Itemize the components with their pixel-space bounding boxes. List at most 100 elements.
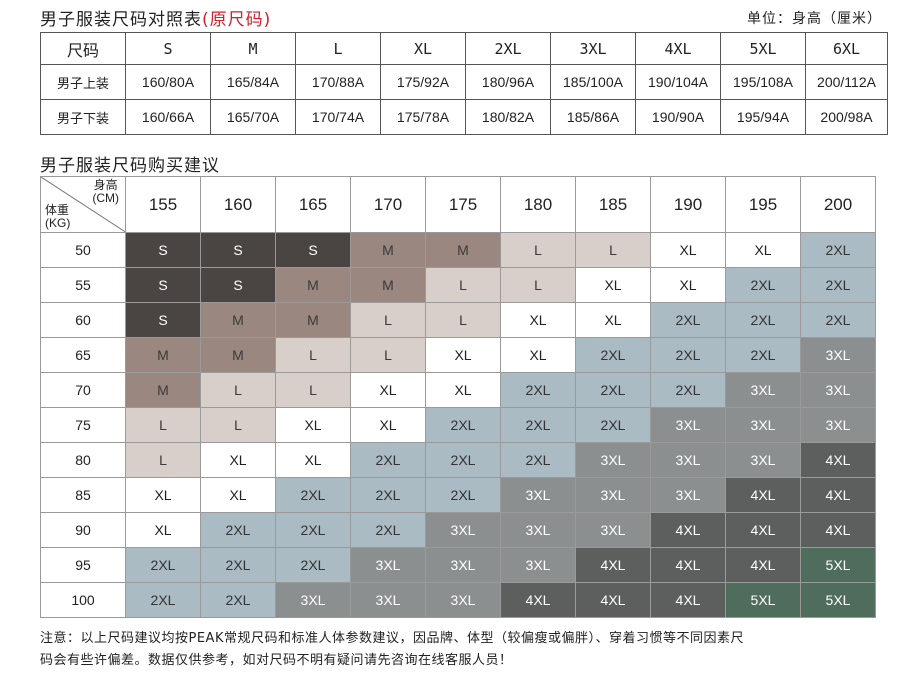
size-recommendation-cell: 2XL	[725, 302, 801, 338]
size-header-cell: 5XL	[720, 32, 806, 65]
height-header-cell: 200	[800, 176, 876, 233]
size-recommendation-cell: XL	[650, 232, 726, 268]
size-recommendation-cell: 2XL	[350, 442, 426, 478]
weight-row: 95 2XL 2XL 2XL 3XL 3XL 3XL 4XL 4XL 4XL 5XL	[40, 547, 876, 583]
size-recommendation-cell: 2XL	[575, 337, 651, 373]
size-recommendation-cell: 4XL	[575, 547, 651, 583]
size-recommendation-cell: S	[200, 232, 276, 268]
size-recommendation-cell: XL	[125, 512, 201, 548]
size-recommendation-cell: 3XL	[425, 547, 501, 583]
size-recommendation-cell: M	[200, 302, 276, 338]
size-recommendation-cell: L	[125, 407, 201, 443]
size-header-row: 尺码 S M L XL 2XL 3XL 4XL 5XL 6XL	[40, 32, 888, 65]
size-recommendation-cell: 3XL	[350, 582, 426, 618]
size-recommendation-cell: 4XL	[725, 547, 801, 583]
size-recommendation-cell: 3XL	[575, 442, 651, 478]
size-recommendation-cell: XL	[200, 477, 276, 513]
size-recommendation-cell: 2XL	[125, 582, 201, 618]
weight-row: 50 S S S M M L L XL XL 2XL	[40, 232, 876, 268]
unit-label: 单位：身高（厘米）	[747, 11, 882, 27]
note-line-2: 码会有些许偏差。数据仅供参考，如对尺码不明有疑问请先咨询在线客服人员！	[40, 653, 513, 668]
weight-row: 65 M M L L XL XL 2XL 2XL 2XL 3XL	[40, 337, 876, 373]
size-header-cell: XL	[380, 32, 466, 65]
weight-row: 85 XL XL 2XL 2XL 2XL 3XL 3XL 3XL 4XL 4XL	[40, 477, 876, 513]
recommendation-title: 男子服装尺码购买建议	[40, 156, 220, 176]
size-recommendation-cell: 2XL	[125, 547, 201, 583]
size-recommendation-cell: 2XL	[500, 442, 576, 478]
size-header-cell: M	[210, 32, 296, 65]
size-recommendation-cell: 2XL	[650, 302, 726, 338]
size-recommendation-cell: S	[200, 267, 276, 303]
size-recommendation-cell: 4XL	[650, 582, 726, 618]
size-recommendation-cell: 3XL	[725, 372, 801, 408]
weight-cell: 70	[40, 372, 126, 408]
table-cell: 195/94A	[720, 99, 806, 135]
size-recommendation-cell: 2XL	[650, 337, 726, 373]
table-cell: 165/70A	[210, 99, 296, 135]
size-recommendation-cell: 2XL	[800, 302, 876, 338]
size-recommendation-cell: XL	[425, 372, 501, 408]
size-recommendation-cell: XL	[125, 477, 201, 513]
size-recommendation-cell: XL	[575, 267, 651, 303]
height-header-cell: 185	[575, 176, 651, 233]
weight-cell: 75	[40, 407, 126, 443]
weight-cell: 55	[40, 267, 126, 303]
size-recommendation-cell: M	[275, 302, 351, 338]
table-cell: 180/96A	[465, 64, 551, 100]
height-axis-label: 身高 (CM)	[92, 178, 119, 205]
size-recommendation-cell: S	[275, 232, 351, 268]
size-recommendation-cell: 5XL	[800, 547, 876, 583]
size-recommendation-cell: XL	[350, 372, 426, 408]
size-recommendation-cell: M	[350, 267, 426, 303]
size-recommendation-cell: 2XL	[200, 512, 276, 548]
size-recommendation-cell: 2XL	[500, 372, 576, 408]
size-recommendation-cell: XL	[650, 267, 726, 303]
height-header-cell: 175	[425, 176, 501, 233]
size-recommendation-cell: L	[200, 372, 276, 408]
size-recommendation-cell: 2XL	[500, 407, 576, 443]
size-recommendation-cell: XL	[500, 337, 576, 373]
size-recommendation-cell: 3XL	[425, 512, 501, 548]
weight-row: 70 M L L XL XL 2XL 2XL 2XL 3XL 3XL	[40, 372, 876, 408]
size-recommendation-cell: M	[125, 372, 201, 408]
weight-cell: 85	[40, 477, 126, 513]
size-recommendation-cell: M	[200, 337, 276, 373]
diagonal-divider	[41, 177, 125, 232]
size-recommendation-cell: 2XL	[725, 267, 801, 303]
height-header-cell: 195	[725, 176, 801, 233]
size-recommendation-cell: L	[425, 302, 501, 338]
row-label: 男子下装	[40, 99, 126, 135]
size-recommendation-cell: XL	[500, 302, 576, 338]
table-cell: 185/86A	[550, 99, 636, 135]
height-header-cell: 190	[650, 176, 726, 233]
height-header-row: 身高 (CM) 体重 (KG) 155 160 165 170 175 180 …	[40, 176, 876, 233]
size-recommendation-cell: S	[125, 302, 201, 338]
size-recommendation-cell: 3XL	[425, 582, 501, 618]
size-recommendation-cell: 3XL	[650, 477, 726, 513]
row-label: 男子上装	[40, 64, 126, 100]
original-size-note: (原尺码)	[202, 10, 272, 30]
size-recommendation-cell: 4XL	[650, 512, 726, 548]
size-recommendation-cell: L	[500, 232, 576, 268]
tops-row: 男子上装 160/80A 165/84A 170/88A 175/92A 180…	[40, 64, 888, 100]
size-recommendation-cell: L	[575, 232, 651, 268]
size-recommendation-cell: L	[350, 302, 426, 338]
size-recommendation-cell: XL	[275, 407, 351, 443]
size-header-cell: S	[125, 32, 211, 65]
weight-cell: 90	[40, 512, 126, 548]
size-recommendation-cell: 4XL	[725, 512, 801, 548]
size-recommendation-cell: 4XL	[650, 547, 726, 583]
size-recommendation-cell: 3XL	[500, 547, 576, 583]
corner-header: 身高 (CM) 体重 (KG)	[40, 176, 126, 233]
size-recommendation-cell: 2XL	[425, 477, 501, 513]
table-cell: 190/90A	[635, 99, 721, 135]
size-recommendation-cell: 3XL	[575, 477, 651, 513]
weight-row: 90 XL 2XL 2XL 2XL 3XL 3XL 3XL 4XL 4XL 4XL	[40, 512, 876, 548]
weight-cell: 60	[40, 302, 126, 338]
size-recommendation-cell: 3XL	[500, 512, 576, 548]
size-recommendation-cell: S	[125, 232, 201, 268]
table-cell: 195/108A	[720, 64, 806, 100]
size-recommendation-cell: 4XL	[575, 582, 651, 618]
size-recommendation-cell: 3XL	[800, 407, 876, 443]
height-header-cell: 170	[350, 176, 426, 233]
